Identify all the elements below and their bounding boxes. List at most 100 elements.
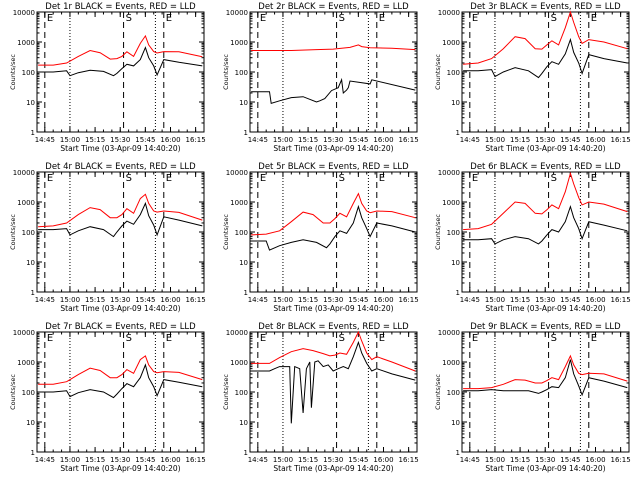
y-tick-label: 1000	[17, 359, 35, 367]
series-line-lld	[463, 171, 628, 231]
y-tick-label: 10	[239, 419, 248, 427]
x-tick-label: 15:15	[85, 456, 105, 464]
series-line-events	[251, 204, 416, 251]
y-tick-label: 100	[447, 229, 460, 237]
x-tick-label: 16:15	[399, 296, 419, 304]
x-tick-label: 15:00	[485, 296, 505, 304]
x-tick-label: 15:30	[323, 296, 343, 304]
y-tick-label: 10000	[226, 9, 248, 17]
y-tick-label: 10	[26, 419, 35, 427]
interval-marker-label: S	[551, 333, 557, 344]
y-tick-label: 1	[244, 129, 248, 137]
y-tick-label: 1	[456, 289, 460, 297]
x-tick-label: 15:30	[110, 136, 130, 144]
y-tick-label: 1000	[442, 199, 460, 207]
x-tick-label: 15:30	[535, 456, 555, 464]
y-tick-label: 10000	[226, 329, 248, 337]
y-tick-label: 10	[26, 259, 35, 267]
x-tick-label: 16:15	[186, 296, 206, 304]
x-tick-label: 16:00	[585, 296, 605, 304]
y-tick-label: 10	[26, 99, 35, 107]
plot-frame	[461, 331, 630, 453]
x-tick-label: 15:00	[60, 136, 80, 144]
y-axis-label: Counts/sec	[9, 54, 17, 90]
interval-marker-label: E	[260, 13, 266, 24]
x-tick-label: 15:00	[60, 456, 80, 464]
y-tick-label: 1	[31, 449, 35, 457]
x-tick-label: 16:00	[373, 296, 393, 304]
y-tick-label: 10	[451, 259, 460, 267]
interval-marker-label: E	[591, 173, 597, 184]
y-tick-label: 10	[451, 419, 460, 427]
x-axis-label: Start Time (03-Apr-09 14:40:20)	[273, 144, 393, 153]
x-tick-label: 15:30	[535, 136, 555, 144]
series-line-lld	[251, 44, 416, 51]
x-tick-label: 15:15	[510, 296, 530, 304]
interval-marker-label: E	[260, 173, 266, 184]
interval-marker-label: E	[379, 333, 385, 344]
y-tick-label: 100	[235, 229, 248, 237]
x-tick-label: 14:45	[35, 456, 55, 464]
x-tick-label: 15:45	[135, 456, 155, 464]
y-tick-label: 10	[451, 99, 460, 107]
x-tick-label: 15:45	[135, 136, 155, 144]
interval-marker-label: E	[47, 173, 53, 184]
y-tick-label: 1	[31, 129, 35, 137]
panel-det-4: Det 4r BLACK = Events, RED = LLD 1 10 100 10…	[9, 162, 206, 313]
x-tick-label: 15:15	[510, 136, 530, 144]
interval-marker-label: E	[591, 333, 597, 344]
y-tick-label: 10	[239, 259, 248, 267]
panel-title: Det 3r BLACK = Events, RED = LLD	[470, 2, 621, 12]
series-line-events	[463, 37, 628, 79]
interval-marker-label: S	[126, 13, 132, 24]
y-tick-label: 10000	[13, 9, 35, 17]
interval-marker-label: S	[126, 173, 132, 184]
plot-frame	[36, 171, 205, 293]
x-axis-label: Start Time (03-Apr-09 14:40:20)	[273, 304, 393, 313]
interval-marker-label: E	[472, 333, 478, 344]
series-line-lld	[38, 355, 203, 385]
x-tick-label: 15:00	[273, 136, 293, 144]
y-axis-label: Counts/sec	[434, 214, 442, 250]
series-line-events	[38, 363, 203, 399]
panel-det-3: Det 3r BLACK = Events, RED = LLD 1 10 100 10…	[434, 2, 631, 153]
series-line-events	[251, 340, 416, 424]
series-line-lld	[251, 330, 416, 372]
x-tick-label: 15:30	[110, 456, 130, 464]
x-tick-label: 16:15	[611, 296, 631, 304]
x-tick-label: 16:00	[373, 456, 393, 464]
panel-title: Det 5r BLACK = Events, RED = LLD	[258, 162, 409, 172]
y-tick-label: 10000	[438, 169, 460, 177]
x-tick-label: 14:45	[460, 136, 480, 144]
y-tick-label: 100	[447, 389, 460, 397]
y-axis-label: Counts/sec	[434, 54, 442, 90]
y-tick-label: 100	[22, 69, 35, 77]
interval-marker-label: S	[551, 13, 557, 24]
interval-marker-label: E	[379, 13, 385, 24]
x-tick-label: 15:45	[560, 456, 580, 464]
x-tick-label: 15:15	[298, 296, 318, 304]
x-tick-label: 14:45	[460, 456, 480, 464]
x-tick-label: 15:45	[135, 296, 155, 304]
x-tick-label: 15:15	[298, 456, 318, 464]
x-axis-label: Start Time (03-Apr-09 14:40:20)	[485, 304, 605, 313]
y-tick-label: 100	[235, 69, 248, 77]
y-axis-label: Counts/sec	[222, 214, 230, 250]
x-tick-label: 16:00	[160, 296, 180, 304]
x-tick-label: 16:00	[373, 136, 393, 144]
y-tick-label: 100	[22, 389, 35, 397]
x-tick-label: 16:00	[160, 136, 180, 144]
x-tick-label: 15:45	[560, 296, 580, 304]
panel-det-5: Det 5r BLACK = Events, RED = LLD 1 10 100 10…	[222, 162, 419, 313]
x-tick-label: 16:00	[585, 456, 605, 464]
panel-title: Det 9r BLACK = Events, RED = LLD	[470, 322, 621, 332]
interval-marker-label: E	[47, 13, 53, 24]
x-tick-label: 15:00	[273, 296, 293, 304]
x-axis-label: Start Time (03-Apr-09 14:40:20)	[60, 464, 180, 473]
interval-marker-label: E	[166, 333, 172, 344]
y-tick-label: 10000	[13, 329, 35, 337]
y-axis-label: Counts/sec	[9, 214, 17, 250]
interval-marker-label: E	[472, 173, 478, 184]
y-tick-label: 10000	[438, 9, 460, 17]
x-tick-label: 16:15	[399, 456, 419, 464]
